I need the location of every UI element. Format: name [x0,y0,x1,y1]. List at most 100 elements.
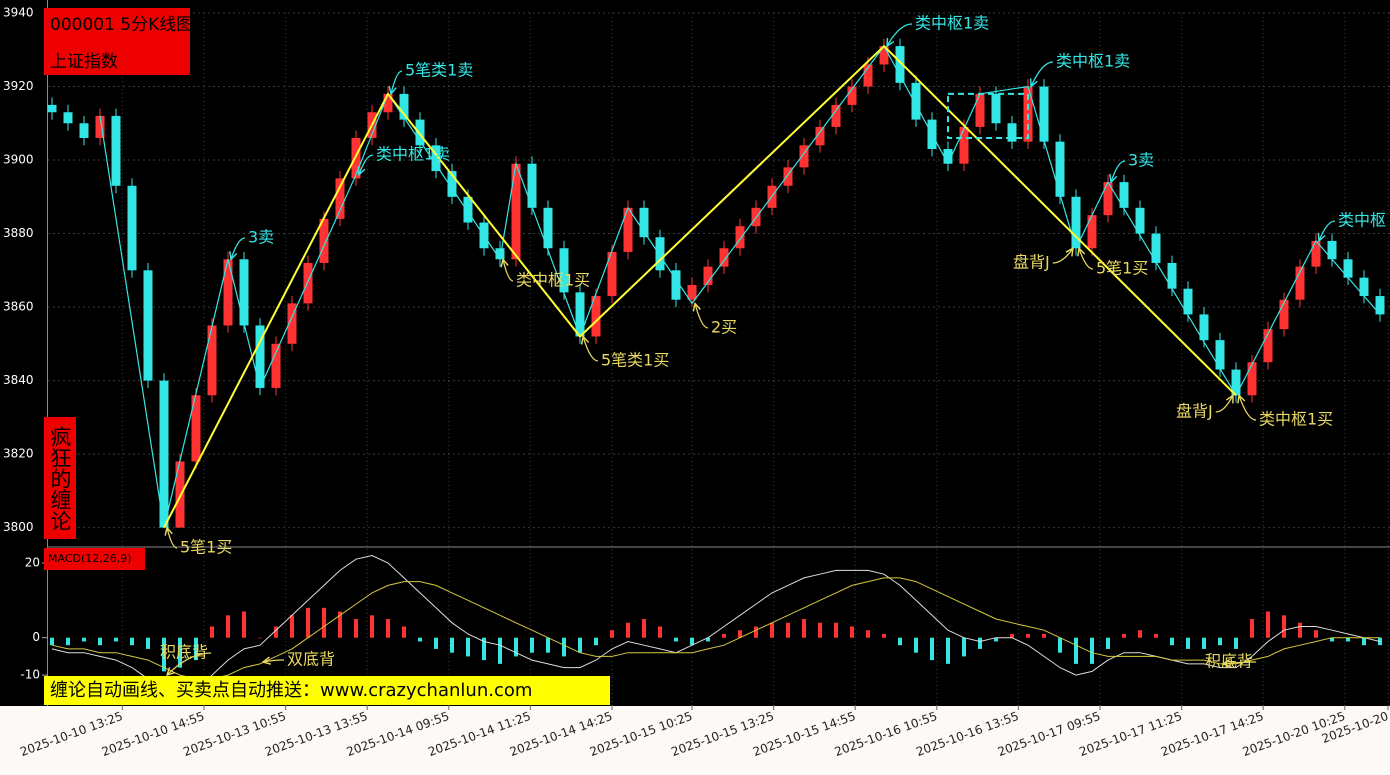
macd-bar [242,611,246,638]
candle-body [1343,259,1353,278]
macd-bar [418,637,422,642]
macd-bar [370,615,374,638]
macd-bar [354,619,358,638]
macd-tick-label: 20 [25,555,40,569]
macd-bar [210,626,214,638]
annotation-arrow [1319,220,1336,241]
macd-bar [1250,619,1254,638]
macd-bar [562,637,566,657]
macd-bar [1122,633,1126,638]
annotation-label: 类中枢1买 [1259,410,1333,429]
macd-bar [306,607,310,638]
macd-bar [1042,633,1046,638]
macd-tick-label: -10 [20,668,40,682]
macd-bar [978,637,982,649]
candle-body [1279,299,1289,330]
candle-body [1119,182,1129,208]
candle-body [735,226,745,249]
candle-body [527,163,537,208]
annotation-arrow [359,154,374,175]
watermark: 疯狂的缠论 [44,417,76,539]
y-tick-label: 3940 [3,6,34,20]
candle-body [543,207,553,249]
stroke-line [99,44,1381,528]
annotation-label: 3卖 [248,228,274,247]
candle-body [1327,240,1337,260]
macd-bar [226,615,230,638]
candle-body [1007,123,1017,142]
segment-line [163,44,1237,529]
candle-body [1071,196,1081,249]
macd-bar [898,637,902,646]
candle-body [383,93,393,113]
candle-body [431,145,441,172]
candle-body [159,380,169,528]
annotation-label: 类中枢 [1338,211,1386,230]
candle-body [831,104,841,127]
macd-bar [754,626,758,638]
macd-bar [322,607,326,638]
candle-body [79,123,89,138]
candle-body [1151,233,1161,263]
candle-body [1039,86,1049,142]
macd-bar [946,637,950,664]
macd-bar [98,637,102,646]
macd-bar [1362,637,1366,646]
candle-body [271,343,281,388]
annotation-arrow [231,237,246,259]
macd-bar [450,637,454,653]
annotation-label: 类中枢1卖 [915,14,989,33]
axis-background [0,706,1390,775]
macd-bar [594,637,598,646]
candle-body [575,292,585,337]
candle-body [111,115,121,186]
macd-bar [786,622,790,638]
candle-body [47,104,57,113]
macd-bar [82,637,86,642]
macd-bar [114,637,118,642]
annotation-arrow [1223,662,1257,664]
candle-body [607,251,617,297]
candle-body [239,259,249,326]
annotation-label: 类中枢1卖 [1056,52,1130,71]
macd-bar [178,637,182,668]
annotation-arrow [391,70,403,94]
annotation-label: 积底背 [160,643,208,662]
chart-background [0,0,1390,706]
macd-bar [690,637,694,646]
candle-body [1247,362,1257,396]
y-tick-label: 3920 [3,79,34,93]
macd-bar [706,637,710,642]
macd-bar [770,622,774,638]
candle-body [1359,277,1369,297]
annotation-arrow [1052,248,1073,264]
macd-bar [930,637,934,661]
annotation-arrow [583,336,599,362]
annotation-label: 盘背J [1013,253,1050,272]
candle-body [335,178,345,219]
candle-body [223,259,233,326]
annotation-label: 5笔1买 [180,538,232,557]
macd-label: MACD(12,26,9) [48,552,132,565]
macd-bar [1202,637,1206,649]
macd-bar [1138,630,1142,638]
candle-body [719,248,729,267]
macd-bar [498,637,502,664]
macd-bar [194,637,198,661]
candle-body [671,270,681,300]
center-box [947,92,1029,139]
candle-body [415,119,425,146]
macd-bar [674,637,678,642]
candle-body [687,285,697,300]
macd-bar [834,622,838,638]
candle-body [1295,266,1305,300]
candle-body [1183,288,1193,315]
macd-bar [1106,637,1110,649]
annotation-arrow [167,652,212,675]
candle-body [1103,182,1113,216]
candle-body [559,248,569,293]
annotation-label: 5笔类1买 [601,351,669,370]
candle-body [127,185,137,271]
macd-bar [994,637,998,642]
